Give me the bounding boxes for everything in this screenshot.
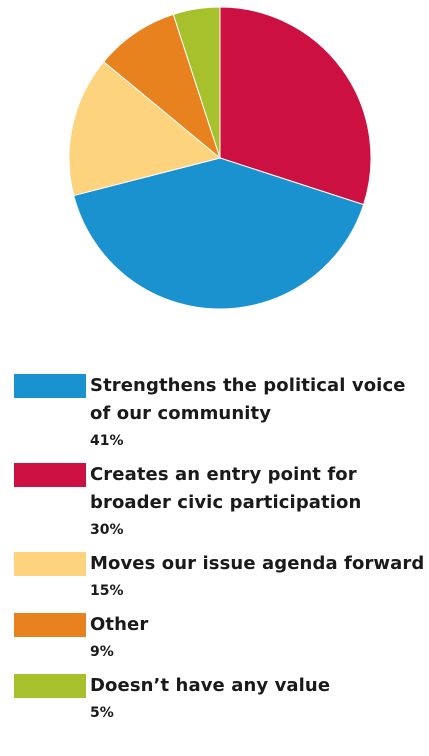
legend-item: Moves our issue agenda forward 15%	[14, 550, 426, 601]
pie-slice	[219, 6, 372, 206]
pie-slice	[102, 13, 222, 160]
legend-swatch	[14, 463, 86, 487]
legend-item: Other 9%	[14, 611, 426, 662]
legend-label: Creates an entry point for broader civic…	[90, 464, 362, 513]
legend-percent: 9%	[90, 644, 114, 660]
legend-swatch	[14, 374, 86, 398]
legend-percent: 30%	[90, 522, 124, 538]
pie-slice	[68, 61, 222, 197]
legend-item: Doesn’t have any value 5%	[14, 672, 426, 723]
legend-swatch	[14, 613, 86, 637]
legend: Strengthens the political voice of our c…	[14, 372, 426, 733]
legend-label: Strengthens the political voice of our c…	[90, 375, 406, 424]
legend-percent: 15%	[90, 583, 124, 599]
legend-label: Other	[90, 614, 149, 635]
pie-chart	[68, 6, 372, 310]
legend-swatch	[14, 552, 86, 576]
legend-label: Moves our issue agenda forward	[90, 553, 425, 574]
legend-swatch	[14, 674, 86, 698]
pie-slice	[172, 6, 221, 159]
legend-item: Strengthens the political voice of our c…	[14, 372, 426, 451]
pie-slice	[73, 157, 365, 310]
legend-item: Creates an entry point for broader civic…	[14, 461, 426, 540]
legend-percent: 41%	[90, 433, 124, 449]
legend-label: Doesn’t have any value	[90, 675, 331, 696]
legend-percent: 5%	[90, 705, 114, 721]
